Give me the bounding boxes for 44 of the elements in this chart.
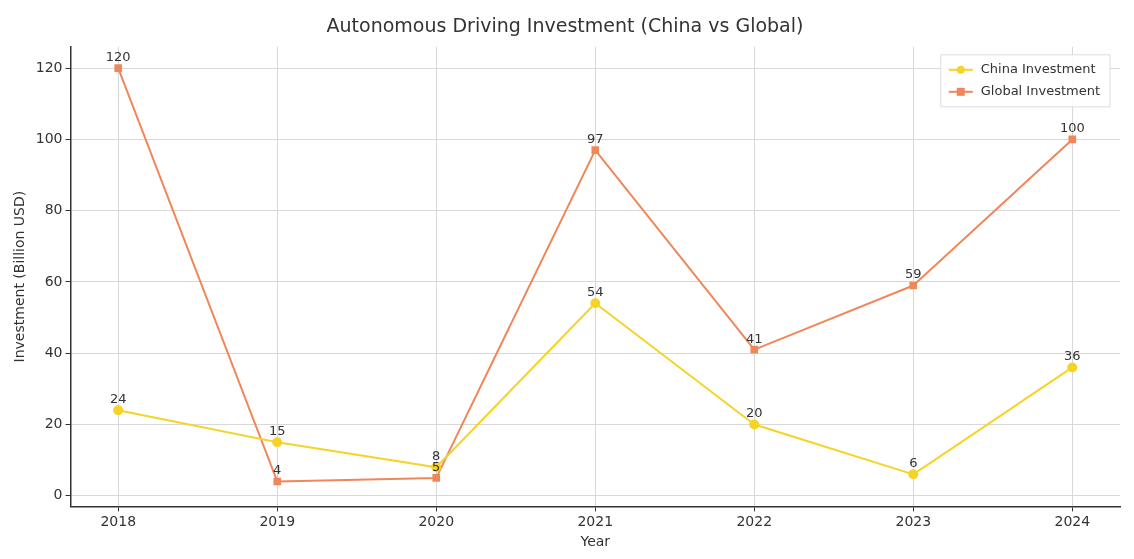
y-tick-label: 80 bbox=[44, 201, 63, 218]
x-tick-label: 2020 bbox=[418, 513, 455, 530]
data-label: 120 bbox=[105, 49, 131, 65]
point bbox=[908, 469, 919, 480]
point bbox=[1067, 362, 1078, 373]
x-tick-label: 2023 bbox=[895, 513, 932, 530]
point bbox=[273, 477, 282, 486]
data-label: 54 bbox=[586, 284, 604, 300]
y-tick-label: 40 bbox=[44, 343, 63, 360]
y-tick-label: 120 bbox=[35, 58, 63, 75]
point bbox=[113, 405, 124, 416]
data-label: 100 bbox=[1059, 120, 1085, 136]
data-label: 36 bbox=[1064, 348, 1081, 364]
point bbox=[750, 345, 759, 354]
y-tick-label: 0 bbox=[53, 486, 63, 503]
data-label: 24 bbox=[109, 391, 127, 407]
y-tick-label: 60 bbox=[44, 272, 63, 289]
x-tick-label: 2022 bbox=[736, 513, 773, 530]
data-label: 4 bbox=[273, 462, 282, 478]
point bbox=[1068, 135, 1077, 144]
legend-label: China Investment bbox=[980, 61, 1096, 77]
point bbox=[114, 64, 123, 73]
y-tick-label: 100 bbox=[35, 130, 63, 147]
data-label: 59 bbox=[905, 266, 922, 282]
legend-label: Global Investment bbox=[980, 83, 1100, 99]
x-axis-title: Year bbox=[579, 533, 611, 550]
point bbox=[590, 298, 601, 309]
y-axis-title: Investment (Billion USD) bbox=[11, 190, 28, 363]
x-tick-label: 2024 bbox=[1054, 513, 1091, 530]
point bbox=[909, 281, 918, 290]
point bbox=[749, 419, 760, 430]
data-label: 15 bbox=[268, 423, 286, 439]
point bbox=[272, 437, 283, 448]
data-label: 97 bbox=[586, 131, 604, 146]
x-tick-label: 2021 bbox=[577, 513, 614, 530]
x-tick-label: 2018 bbox=[100, 513, 137, 530]
point bbox=[591, 146, 600, 154]
data-label: 20 bbox=[746, 405, 763, 421]
x-tick-label: 2019 bbox=[259, 513, 296, 530]
data-label: 41 bbox=[746, 330, 763, 346]
data-label: 6 bbox=[909, 455, 918, 471]
y-tick-label: 20 bbox=[44, 415, 63, 432]
point bbox=[432, 474, 441, 482]
chart-title: Autonomous Driving Investment (China vs Global) bbox=[326, 14, 804, 37]
